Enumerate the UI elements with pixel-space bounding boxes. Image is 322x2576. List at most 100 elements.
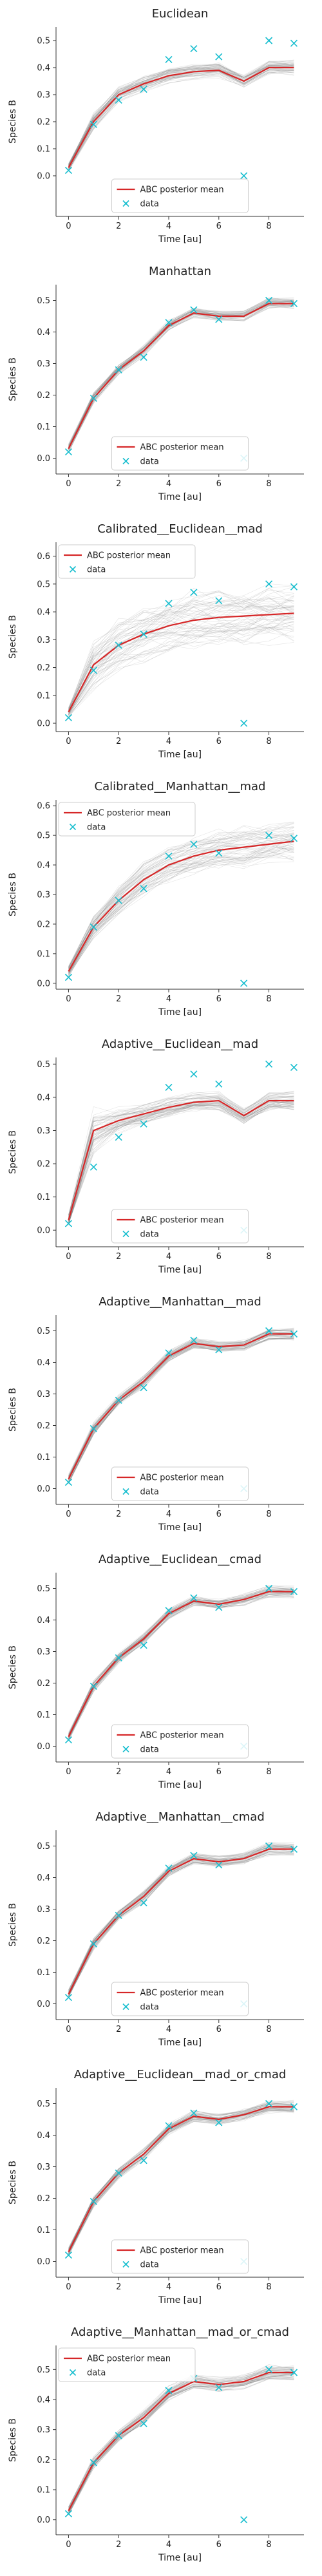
posterior-sample-line bbox=[68, 844, 294, 972]
posterior-sample-line bbox=[68, 848, 294, 976]
posterior-sample-line bbox=[68, 303, 294, 450]
posterior-sample-line bbox=[68, 2102, 294, 2250]
data-point-marker bbox=[190, 589, 198, 596]
data-point-marker bbox=[240, 172, 248, 180]
posterior-sample-line bbox=[68, 1096, 294, 1220]
posterior-sample-line bbox=[68, 1095, 294, 1218]
posterior-sample-line bbox=[68, 2373, 294, 2512]
data-point-marker bbox=[165, 852, 173, 860]
chart-panel-6: Adaptive__Manhattan__mad 0 2 4 6 8 0.0 0.1 0.2 0.… bbox=[8, 1295, 304, 1533]
posterior-sample-line bbox=[68, 1095, 294, 1220]
y-tick-label: 0.5 bbox=[37, 1327, 50, 1336]
posterior-sample-line bbox=[68, 1845, 294, 1995]
posterior-sample-line bbox=[68, 1338, 294, 1482]
y-tick-label: 0.1 bbox=[37, 1710, 50, 1720]
x-tick-label: 6 bbox=[216, 2282, 222, 2292]
legend-label-mean: ABC posterior mean bbox=[140, 1989, 224, 1998]
x-tick-label: 8 bbox=[266, 994, 271, 1004]
posterior-sample-line bbox=[68, 837, 294, 971]
data-point-marker bbox=[290, 2369, 298, 2376]
posterior-sample-line bbox=[68, 2105, 294, 2252]
posterior-sample-line bbox=[68, 598, 294, 710]
posterior-sample-line bbox=[68, 601, 294, 713]
data-point-marker bbox=[265, 1327, 273, 1335]
posterior-mean-line bbox=[68, 1099, 294, 1220]
posterior-sample-line bbox=[68, 2376, 294, 2514]
posterior-sample-line bbox=[68, 833, 294, 972]
legend-label-mean: ABC posterior mean bbox=[140, 443, 224, 453]
posterior-sample-line bbox=[68, 302, 294, 447]
posterior-sample-line bbox=[68, 1593, 294, 1741]
posterior-sample-line bbox=[68, 305, 294, 453]
posterior-sample-line bbox=[68, 2374, 294, 2512]
posterior-sample-line bbox=[68, 1590, 294, 1734]
chart-panel-1: Euclidean 0 2 4 6 8 0.0 0.1 0.2 0.3 0.4 0.5 Time [au… bbox=[8, 7, 304, 245]
data-point-marker bbox=[190, 2109, 198, 2117]
posterior-sample-line bbox=[68, 603, 294, 712]
posterior-sample-line bbox=[68, 595, 294, 712]
posterior-sample-line bbox=[68, 1107, 294, 1224]
posterior-sample-line bbox=[68, 64, 294, 165]
posterior-sample-line bbox=[68, 594, 294, 709]
posterior-sample-line bbox=[68, 1104, 294, 1223]
posterior-sample-line bbox=[68, 2367, 294, 2507]
posterior-sample-line bbox=[68, 2101, 294, 2251]
posterior-sample-line bbox=[68, 1334, 294, 1480]
posterior-sample-line bbox=[68, 1844, 294, 1992]
x-tick-label: 6 bbox=[216, 994, 222, 1004]
posterior-sample-line bbox=[68, 855, 294, 977]
data-point-marker bbox=[64, 167, 73, 175]
legend-box bbox=[111, 436, 249, 471]
posterior-sample-line bbox=[68, 2110, 294, 2257]
legend-label-data: data bbox=[140, 1230, 159, 1240]
data-point-marker bbox=[190, 45, 198, 53]
posterior-sample-line bbox=[68, 2372, 294, 2512]
posterior-sample-line bbox=[68, 1592, 294, 1739]
posterior-sample-line bbox=[68, 842, 294, 972]
posterior-sample-line bbox=[68, 606, 294, 714]
data-point-marker bbox=[165, 600, 173, 607]
posterior-sample-line bbox=[68, 1852, 294, 1996]
posterior-sample-line bbox=[68, 1595, 294, 1738]
y-tick-label: 0.1 bbox=[37, 2486, 50, 2496]
y-tick-label: 0.4 bbox=[37, 328, 50, 337]
chart-title: Adaptive__Euclidean__mad bbox=[102, 1037, 258, 1051]
posterior-sample-line bbox=[68, 1338, 294, 1484]
x-tick-label: 4 bbox=[166, 1767, 171, 1777]
posterior-sample-line bbox=[68, 1588, 294, 1734]
data-point-marker bbox=[240, 980, 248, 987]
posterior-sample-line bbox=[68, 629, 294, 717]
data-point-marker bbox=[190, 1070, 198, 1078]
posterior-sample-line bbox=[68, 1589, 294, 1738]
posterior-sample-line bbox=[68, 1846, 294, 1993]
posterior-sample-line bbox=[68, 1336, 294, 1483]
data-point-marker bbox=[140, 630, 147, 638]
posterior-sample-line bbox=[68, 2108, 294, 2254]
x-tick-label: 8 bbox=[266, 479, 271, 489]
legend-label-mean: ABC posterior mean bbox=[87, 809, 171, 819]
posterior-sample-line bbox=[68, 62, 294, 166]
posterior-sample-line bbox=[68, 601, 294, 710]
posterior-sample-line bbox=[68, 1332, 294, 1479]
posterior-sample-line bbox=[68, 1332, 294, 1479]
posterior-sample-line bbox=[68, 2108, 294, 2254]
posterior-sample-line bbox=[68, 306, 294, 451]
posterior-sample-line bbox=[68, 827, 294, 968]
posterior-sample-line bbox=[68, 2107, 294, 2254]
posterior-sample-line bbox=[68, 1591, 294, 1738]
legend: ABC posterior mean data bbox=[58, 2347, 196, 2382]
posterior-sample-line bbox=[68, 617, 294, 713]
data-point-marker bbox=[90, 667, 97, 674]
posterior-sample-line bbox=[68, 833, 294, 971]
chart-title: Adaptive__Manhattan__mad_or_cmad bbox=[71, 2325, 289, 2339]
posterior-sample-line bbox=[68, 586, 294, 708]
posterior-sample-line bbox=[68, 2103, 294, 2250]
posterior-sample-line bbox=[68, 2367, 294, 2507]
data-point-marker bbox=[215, 53, 223, 61]
posterior-sample-line bbox=[68, 2373, 294, 2513]
legend: ABC posterior mean data bbox=[111, 2239, 249, 2274]
posterior-sample-line bbox=[68, 1103, 294, 1223]
legend-label-mean: ABC posterior mean bbox=[140, 1731, 224, 1741]
posterior-sample-line bbox=[68, 70, 294, 169]
data-point-marker bbox=[140, 2420, 147, 2427]
